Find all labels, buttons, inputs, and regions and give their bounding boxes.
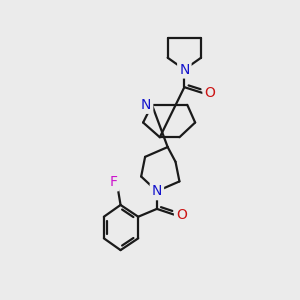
Text: N: N: [152, 184, 162, 198]
Text: O: O: [204, 86, 215, 100]
Text: O: O: [176, 208, 187, 222]
Text: N: N: [179, 62, 190, 76]
Text: N: N: [141, 98, 151, 112]
Text: F: F: [110, 176, 118, 189]
